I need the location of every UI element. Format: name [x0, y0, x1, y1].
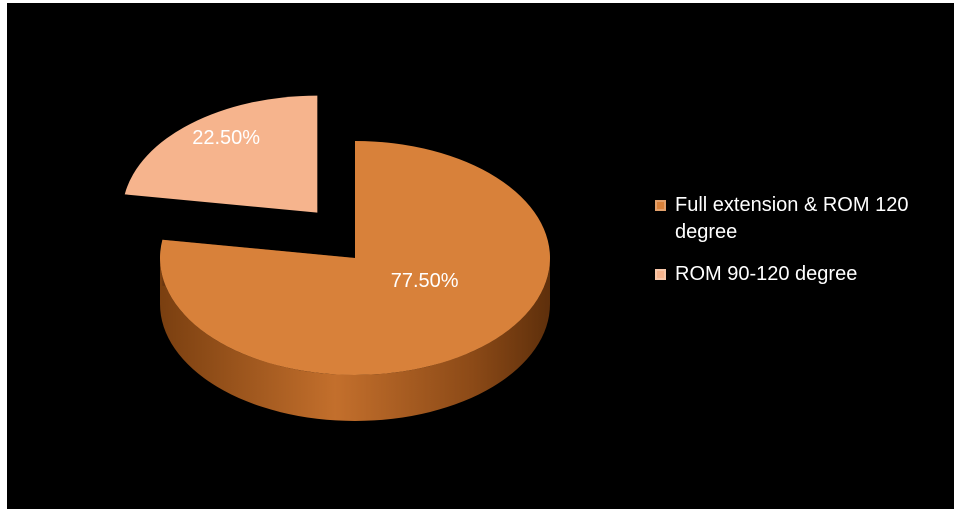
pie-slice-full-extension: [160, 141, 550, 375]
data-label-rom-90-120: 22.50%: [192, 127, 260, 149]
pie-slice-rom-90-120: [124, 95, 318, 213]
legend: Full extension & ROM 120 degree ROM 90-1…: [655, 192, 954, 303]
legend-item-rom-90-120: ROM 90-120 degree: [655, 261, 954, 288]
pie-chart: 22.50% 77.50%: [124, 95, 550, 421]
chart-area: 22.50% 77.50% Full extension & ROM 120 de…: [7, 3, 954, 509]
legend-item-full-extension: Full extension & ROM 120 degree: [655, 192, 954, 246]
legend-label-rom-90-120: ROM 90-120 degree: [675, 263, 858, 285]
legend-label-full-extension: Full extension & ROM 120 degree: [675, 194, 909, 243]
legend-swatch-rom-90-120: [655, 269, 666, 280]
data-label-full-extension: 77.50%: [391, 270, 459, 292]
legend-swatch-full-extension: [655, 200, 666, 211]
pie-slice-full-extension-side: [160, 258, 550, 421]
